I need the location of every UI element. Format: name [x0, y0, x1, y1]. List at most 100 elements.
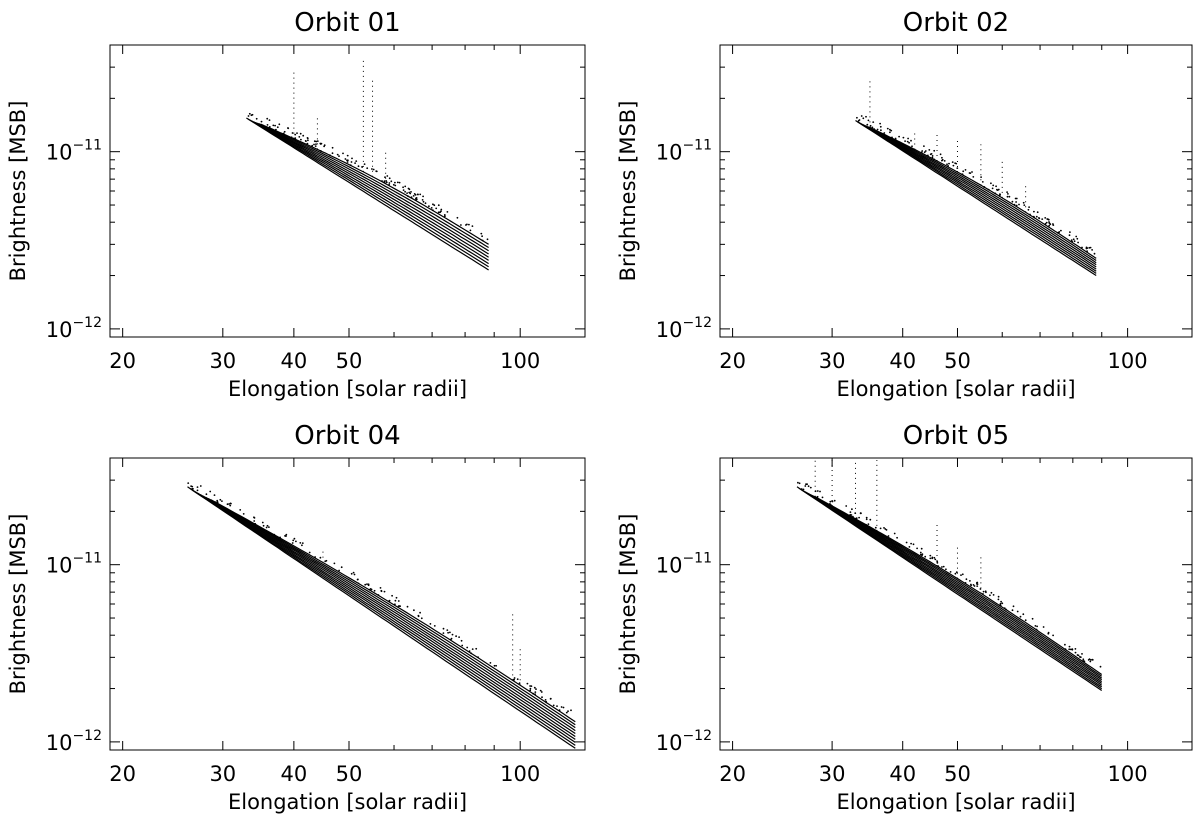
scatter-point [214, 501, 217, 504]
scatter-point [1011, 200, 1014, 203]
scatter-point [1072, 238, 1075, 241]
scatter-point [394, 181, 396, 184]
scatter-point [299, 542, 302, 544]
scatter-point [229, 504, 232, 507]
scatter-point [1006, 195, 1009, 198]
scatter-point [856, 116, 858, 119]
scatter-point [366, 583, 368, 585]
scatter-point [526, 682, 529, 685]
scatter-point [1003, 607, 1006, 609]
scatter-point [471, 225, 474, 228]
scatter-point [471, 648, 474, 650]
panel-4: Orbit 05 Elongation [solar radii] Brightne… [616, 421, 1193, 814]
x-tick-label: 40 [889, 762, 916, 786]
scatter-point [1008, 195, 1011, 198]
series-curve [860, 123, 1097, 270]
scatter-point [213, 494, 216, 496]
scatter-point [985, 591, 987, 594]
y-tick-label: 10−12 [656, 728, 712, 755]
y-axis-label: Brightness [MSB] [6, 101, 30, 282]
scatter-point [989, 594, 991, 597]
scatter-point [952, 164, 955, 167]
scatter-point [976, 585, 979, 587]
x-tick-label: 20 [719, 349, 746, 373]
x-axis-label: Elongation [solar radii] [228, 377, 467, 401]
scatter-point [1056, 231, 1059, 234]
scatter-point [982, 593, 984, 595]
scatter-point [544, 699, 547, 701]
y-tick-label: 10−12 [46, 315, 102, 342]
scatter-point [446, 211, 449, 213]
scatter-point [216, 501, 219, 504]
scatter-point [333, 562, 336, 565]
x-tick-label: 50 [944, 762, 971, 786]
scatter-point [447, 631, 449, 634]
scatter-point [532, 692, 535, 695]
scatter-point [920, 547, 923, 550]
series-curve [864, 124, 1097, 266]
scatter-point [907, 137, 909, 140]
scatter-point [268, 126, 271, 128]
scatter-point [422, 195, 424, 198]
scatter-point [387, 600, 390, 603]
scatter-point [883, 527, 885, 529]
scatter-point [274, 124, 276, 127]
scatter-point [936, 560, 939, 563]
scatter-point [970, 584, 972, 587]
scatter-point [308, 551, 311, 554]
scatter-point [933, 556, 936, 559]
scatter-point [1090, 659, 1092, 661]
scatter-point [1093, 252, 1096, 255]
series-curve [200, 494, 576, 735]
scatter-point [889, 128, 891, 131]
scatter-point [412, 195, 415, 197]
scatter-point [481, 239, 484, 242]
scatter-point [306, 142, 309, 145]
scatter-point [383, 181, 386, 184]
scatter-point [440, 208, 443, 211]
scatter-point [287, 127, 289, 129]
scatter-point [424, 202, 427, 205]
scatter-point [275, 128, 277, 131]
scatter-point [446, 629, 449, 631]
scatter-point [883, 132, 886, 134]
scatter-point [999, 194, 1001, 196]
scatter-point [919, 551, 922, 554]
scatter-point [1085, 246, 1088, 249]
scatter-point [1079, 656, 1082, 659]
scatter-point [865, 115, 867, 118]
scatter-point [941, 156, 943, 159]
scatter-point [552, 704, 555, 707]
scatter-point [987, 188, 990, 191]
scatter-point [410, 191, 412, 193]
scatter-point [961, 573, 964, 576]
scatter-point [205, 493, 208, 496]
scatter-point [355, 160, 358, 163]
series-curve [249, 119, 489, 265]
scatter-point [927, 154, 929, 157]
scatter-point [964, 169, 967, 171]
scatter-point [1088, 658, 1091, 660]
scatter-point [845, 505, 848, 507]
scatter-point [433, 625, 436, 627]
series-curve [205, 496, 576, 729]
scatter-point [928, 149, 931, 151]
series-curve [246, 117, 489, 271]
scatter-point [954, 572, 957, 575]
series-curve [804, 491, 1103, 684]
scatter-point [997, 188, 1000, 191]
y-tick-label: 10−11 [46, 138, 102, 165]
scatter-point [456, 216, 459, 219]
scatter-point [912, 543, 915, 546]
scatter-point [329, 154, 331, 157]
scatter-point [971, 171, 973, 173]
scatter-point [248, 112, 251, 115]
scatter-point [394, 603, 396, 606]
scatter-point [567, 710, 569, 713]
x-tick-label: 100 [1108, 762, 1148, 786]
scatter-point [196, 486, 199, 488]
scatter-point [191, 485, 194, 488]
scatter-point [981, 181, 984, 183]
scatter-point [319, 556, 322, 559]
scatter-point [394, 184, 397, 187]
